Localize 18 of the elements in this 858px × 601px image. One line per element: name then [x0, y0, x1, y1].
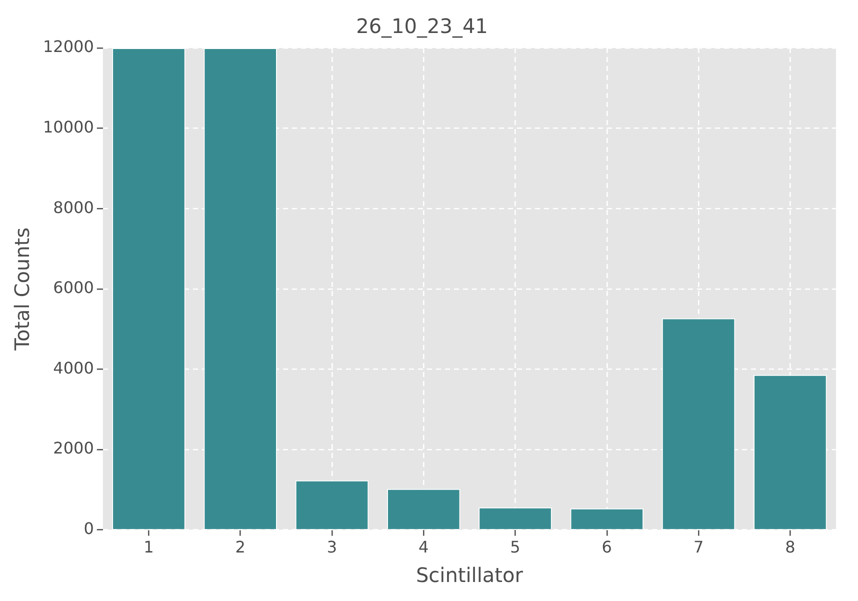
x-axis-title: Scintillator	[416, 563, 524, 588]
y-tick-label: 4000	[53, 358, 94, 378]
y-tick-label: 2000	[53, 438, 94, 458]
x-tick-label: 2	[235, 538, 246, 557]
x-tick-label: 5	[510, 538, 520, 557]
y-tick-label: 6000	[53, 278, 94, 298]
y-axis-title: Total Counts	[10, 227, 34, 352]
x-tick-label: 3	[326, 538, 338, 557]
x-tick-label: 7	[693, 538, 704, 557]
y-tick-label: 8000	[53, 198, 94, 217]
x-tick-label: 1	[144, 538, 154, 557]
chart-title: 26_10_23_41	[356, 14, 488, 38]
x-tick-label: 6	[602, 538, 612, 557]
x-tick-label: 8	[785, 538, 796, 557]
y-tick-label: 0	[84, 518, 94, 538]
x-tick-label: 4	[418, 538, 429, 557]
y-tick-label: 10000	[42, 117, 94, 136]
y-tick-label: 12000	[42, 37, 94, 56]
